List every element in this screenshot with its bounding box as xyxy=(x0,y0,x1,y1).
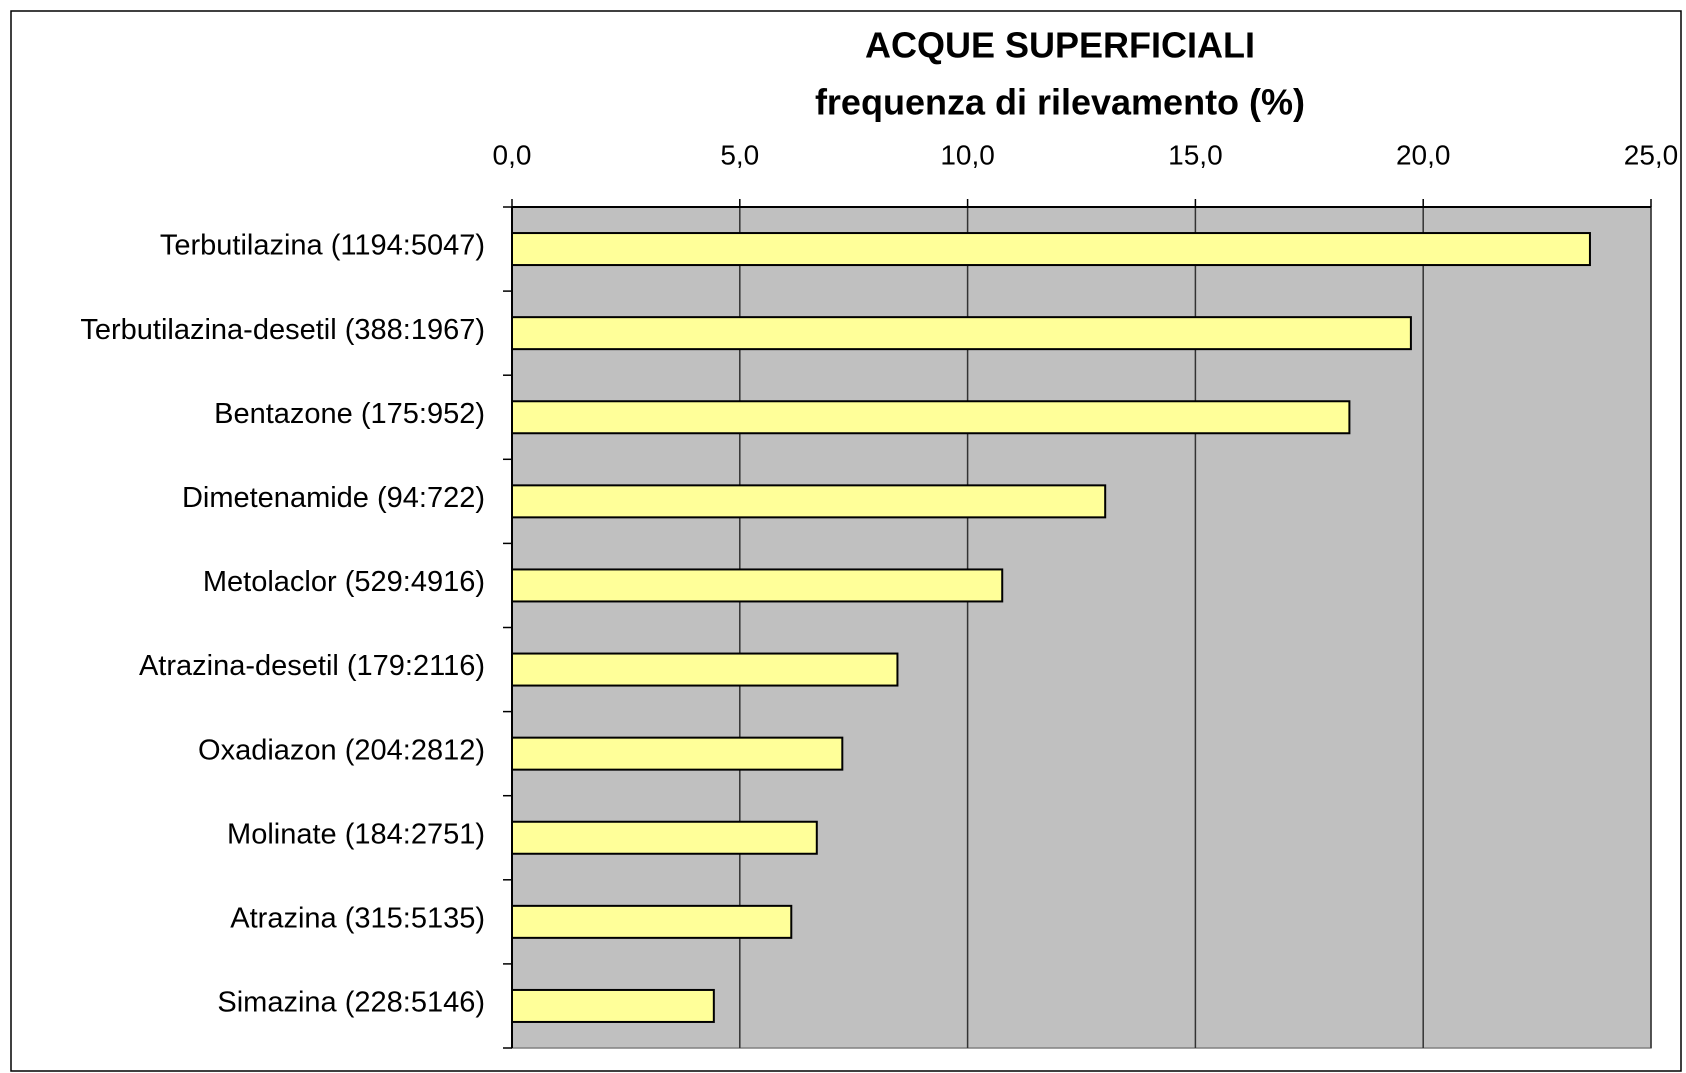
chart-frame xyxy=(10,10,1682,1072)
chart-title: ACQUE SUPERFICIALI xyxy=(865,25,1255,66)
y-tick-label: Atrazina (315:5135) xyxy=(230,903,485,935)
y-tick-label: Atrazina-desetil (179:2116) xyxy=(139,650,485,682)
bar xyxy=(511,820,818,855)
x-tick-label: 5,0 xyxy=(720,139,759,170)
y-tick-label: Terbutilazina (1194:5047) xyxy=(160,230,485,262)
y-tick-label: Bentazone (175:952) xyxy=(214,398,485,430)
bar xyxy=(511,904,793,939)
bar xyxy=(511,316,1412,351)
bar xyxy=(511,568,1004,603)
x-tick-label: 10,0 xyxy=(940,139,995,170)
bar xyxy=(511,400,1351,435)
x-tick-label: 20,0 xyxy=(1396,139,1451,170)
y-tick-label: Oxadiazon (204:2812) xyxy=(198,734,485,766)
bar xyxy=(511,652,899,687)
y-tick-label: Metolaclor (529:4916) xyxy=(203,566,485,598)
bar xyxy=(511,232,1591,267)
y-tick-label: Terbutilazina-desetil (388:1967) xyxy=(80,314,485,346)
bar xyxy=(511,736,844,771)
x-tick-label: 15,0 xyxy=(1168,139,1223,170)
y-tick-label: Molinate (184:2751) xyxy=(227,818,485,850)
chart-subtitle: frequenza di rilevamento (%) xyxy=(815,82,1305,123)
x-tick-label: 25,0 xyxy=(1624,139,1679,170)
y-tick-label: Simazina (228:5146) xyxy=(217,987,485,1019)
bar xyxy=(511,988,715,1023)
x-tick-label: 0,0 xyxy=(493,139,532,170)
y-tick-label: Dimetenamide (94:722) xyxy=(182,482,485,514)
bar xyxy=(511,484,1107,519)
